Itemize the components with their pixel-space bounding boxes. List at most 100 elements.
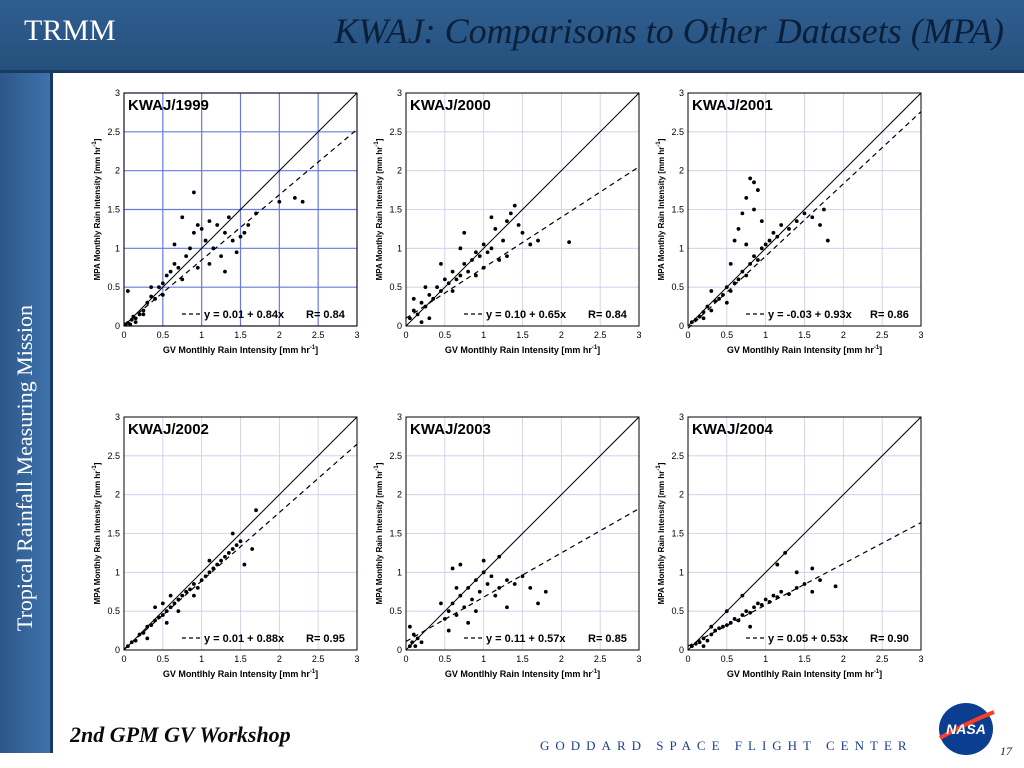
- data-point: [481, 265, 486, 270]
- data-point: [724, 609, 729, 614]
- data-point: [794, 219, 799, 224]
- x-tick-label: 2.5: [876, 654, 889, 664]
- data-point: [740, 613, 745, 617]
- data-point: [223, 230, 227, 235]
- y-tick-label: 2: [679, 490, 684, 500]
- data-point: [168, 605, 173, 610]
- nasa-logo-icon: NASA: [939, 703, 995, 755]
- x-tick-label: 1.5: [516, 330, 529, 340]
- data-point: [709, 632, 714, 637]
- data-point: [462, 605, 467, 610]
- data-point: [192, 582, 196, 586]
- data-point: [528, 585, 533, 590]
- data-point: [543, 589, 548, 594]
- fit-line: [123, 129, 358, 326]
- data-point: [172, 242, 177, 247]
- y-tick-label: 3: [679, 412, 684, 422]
- scatter-chart: 00 0.5 0.5 1 1 1.5 1.5 2 2 2.5 2.5 3 3 KWAJ/2003 y = 0…: [374, 412, 642, 679]
- data-point: [689, 644, 694, 649]
- data-point: [172, 601, 177, 606]
- fit-line: [405, 166, 640, 319]
- data-point: [458, 246, 463, 251]
- data-point: [446, 609, 451, 614]
- brand-label: TRMM: [24, 14, 116, 47]
- data-point: [195, 585, 200, 590]
- data-point: [223, 269, 227, 274]
- data-point: [779, 223, 784, 227]
- x-tick-label: 1.5: [798, 654, 811, 664]
- x-tick-label: 0: [403, 330, 408, 340]
- y-tick-label: 1: [679, 243, 684, 253]
- data-point: [709, 624, 714, 629]
- data-point: [446, 281, 451, 286]
- data-point: [724, 300, 729, 305]
- x-tick-label: 2.5: [876, 330, 889, 340]
- data-point: [454, 613, 459, 617]
- chart-title: KWAJ/2001: [692, 97, 773, 114]
- y-tick-label: 1.5: [107, 529, 120, 539]
- data-point: [493, 593, 498, 598]
- x-tick-label: 0: [121, 654, 126, 664]
- chart-title: KWAJ/1999: [128, 97, 209, 114]
- x-tick-label: 2.5: [312, 330, 325, 340]
- data-point: [818, 223, 822, 227]
- data-point: [188, 587, 192, 592]
- data-point: [470, 258, 474, 262]
- fit-line: [687, 111, 922, 329]
- footer-center-text: GODDARD SPACE FLIGHT CENTER: [540, 738, 913, 753]
- fit-equation: y = 0.05 + 0.53x: [768, 633, 849, 645]
- data-point: [701, 636, 706, 641]
- y-tick-label: 1: [397, 567, 402, 577]
- data-point: [415, 312, 420, 317]
- data-point: [411, 308, 416, 313]
- data-point: [528, 242, 533, 247]
- x-tick-label: 2: [559, 654, 564, 664]
- y-tick-label: 2.5: [389, 451, 402, 461]
- data-point: [775, 562, 780, 567]
- data-point: [794, 570, 799, 575]
- one-to-one-line: [123, 92, 358, 327]
- data-point: [721, 293, 725, 297]
- data-point: [407, 644, 412, 649]
- data-point: [810, 566, 815, 571]
- data-point: [740, 269, 745, 274]
- data-point: [713, 628, 718, 633]
- y-tick-label: 2.5: [107, 127, 120, 137]
- data-point: [226, 215, 231, 220]
- data-point: [450, 269, 455, 274]
- data-point: [184, 589, 189, 594]
- data-point: [717, 296, 721, 301]
- chart-title: KWAJ/2004: [692, 421, 774, 438]
- x-tick-label: 0.5: [439, 654, 452, 664]
- data-point: [419, 640, 424, 645]
- x-tick-label: 0.5: [157, 654, 170, 664]
- data-point: [230, 531, 235, 536]
- x-tick-label: 2.5: [594, 330, 607, 340]
- y-axis-label: MPA Monthly Rain Intensity [mm hr-1]: [374, 138, 384, 280]
- y-tick-label: 3: [115, 412, 120, 422]
- data-point: [153, 605, 157, 610]
- page-number: 17: [1000, 744, 1012, 758]
- data-point: [234, 543, 239, 548]
- data-point: [407, 316, 412, 321]
- x-tick-label: 0.5: [157, 330, 170, 340]
- data-point: [474, 250, 478, 255]
- x-tick-label: 0.5: [439, 330, 452, 340]
- data-point: [219, 254, 223, 258]
- y-tick-label: 2.5: [671, 451, 684, 461]
- y-tick-label: 0: [679, 645, 684, 655]
- data-point: [489, 574, 494, 579]
- y-axis-label: MPA Monthly Rain Intensity [mm hr-1]: [92, 462, 102, 604]
- scatter-chart: 00 0.5 0.5 1 1 1.5 1.5 2 2 2.5 2.5 3 3 KWAJ/2002 y = 0…: [92, 412, 360, 679]
- data-point: [752, 180, 756, 185]
- data-point: [763, 597, 768, 602]
- y-tick-label: 2.5: [107, 451, 120, 461]
- data-point: [744, 195, 749, 200]
- data-point: [759, 219, 764, 224]
- data-point: [756, 601, 760, 606]
- x-tick-label: 2: [277, 654, 282, 664]
- data-point: [180, 593, 185, 598]
- y-tick-label: 2.5: [389, 127, 402, 137]
- y-tick-label: 2: [397, 490, 402, 500]
